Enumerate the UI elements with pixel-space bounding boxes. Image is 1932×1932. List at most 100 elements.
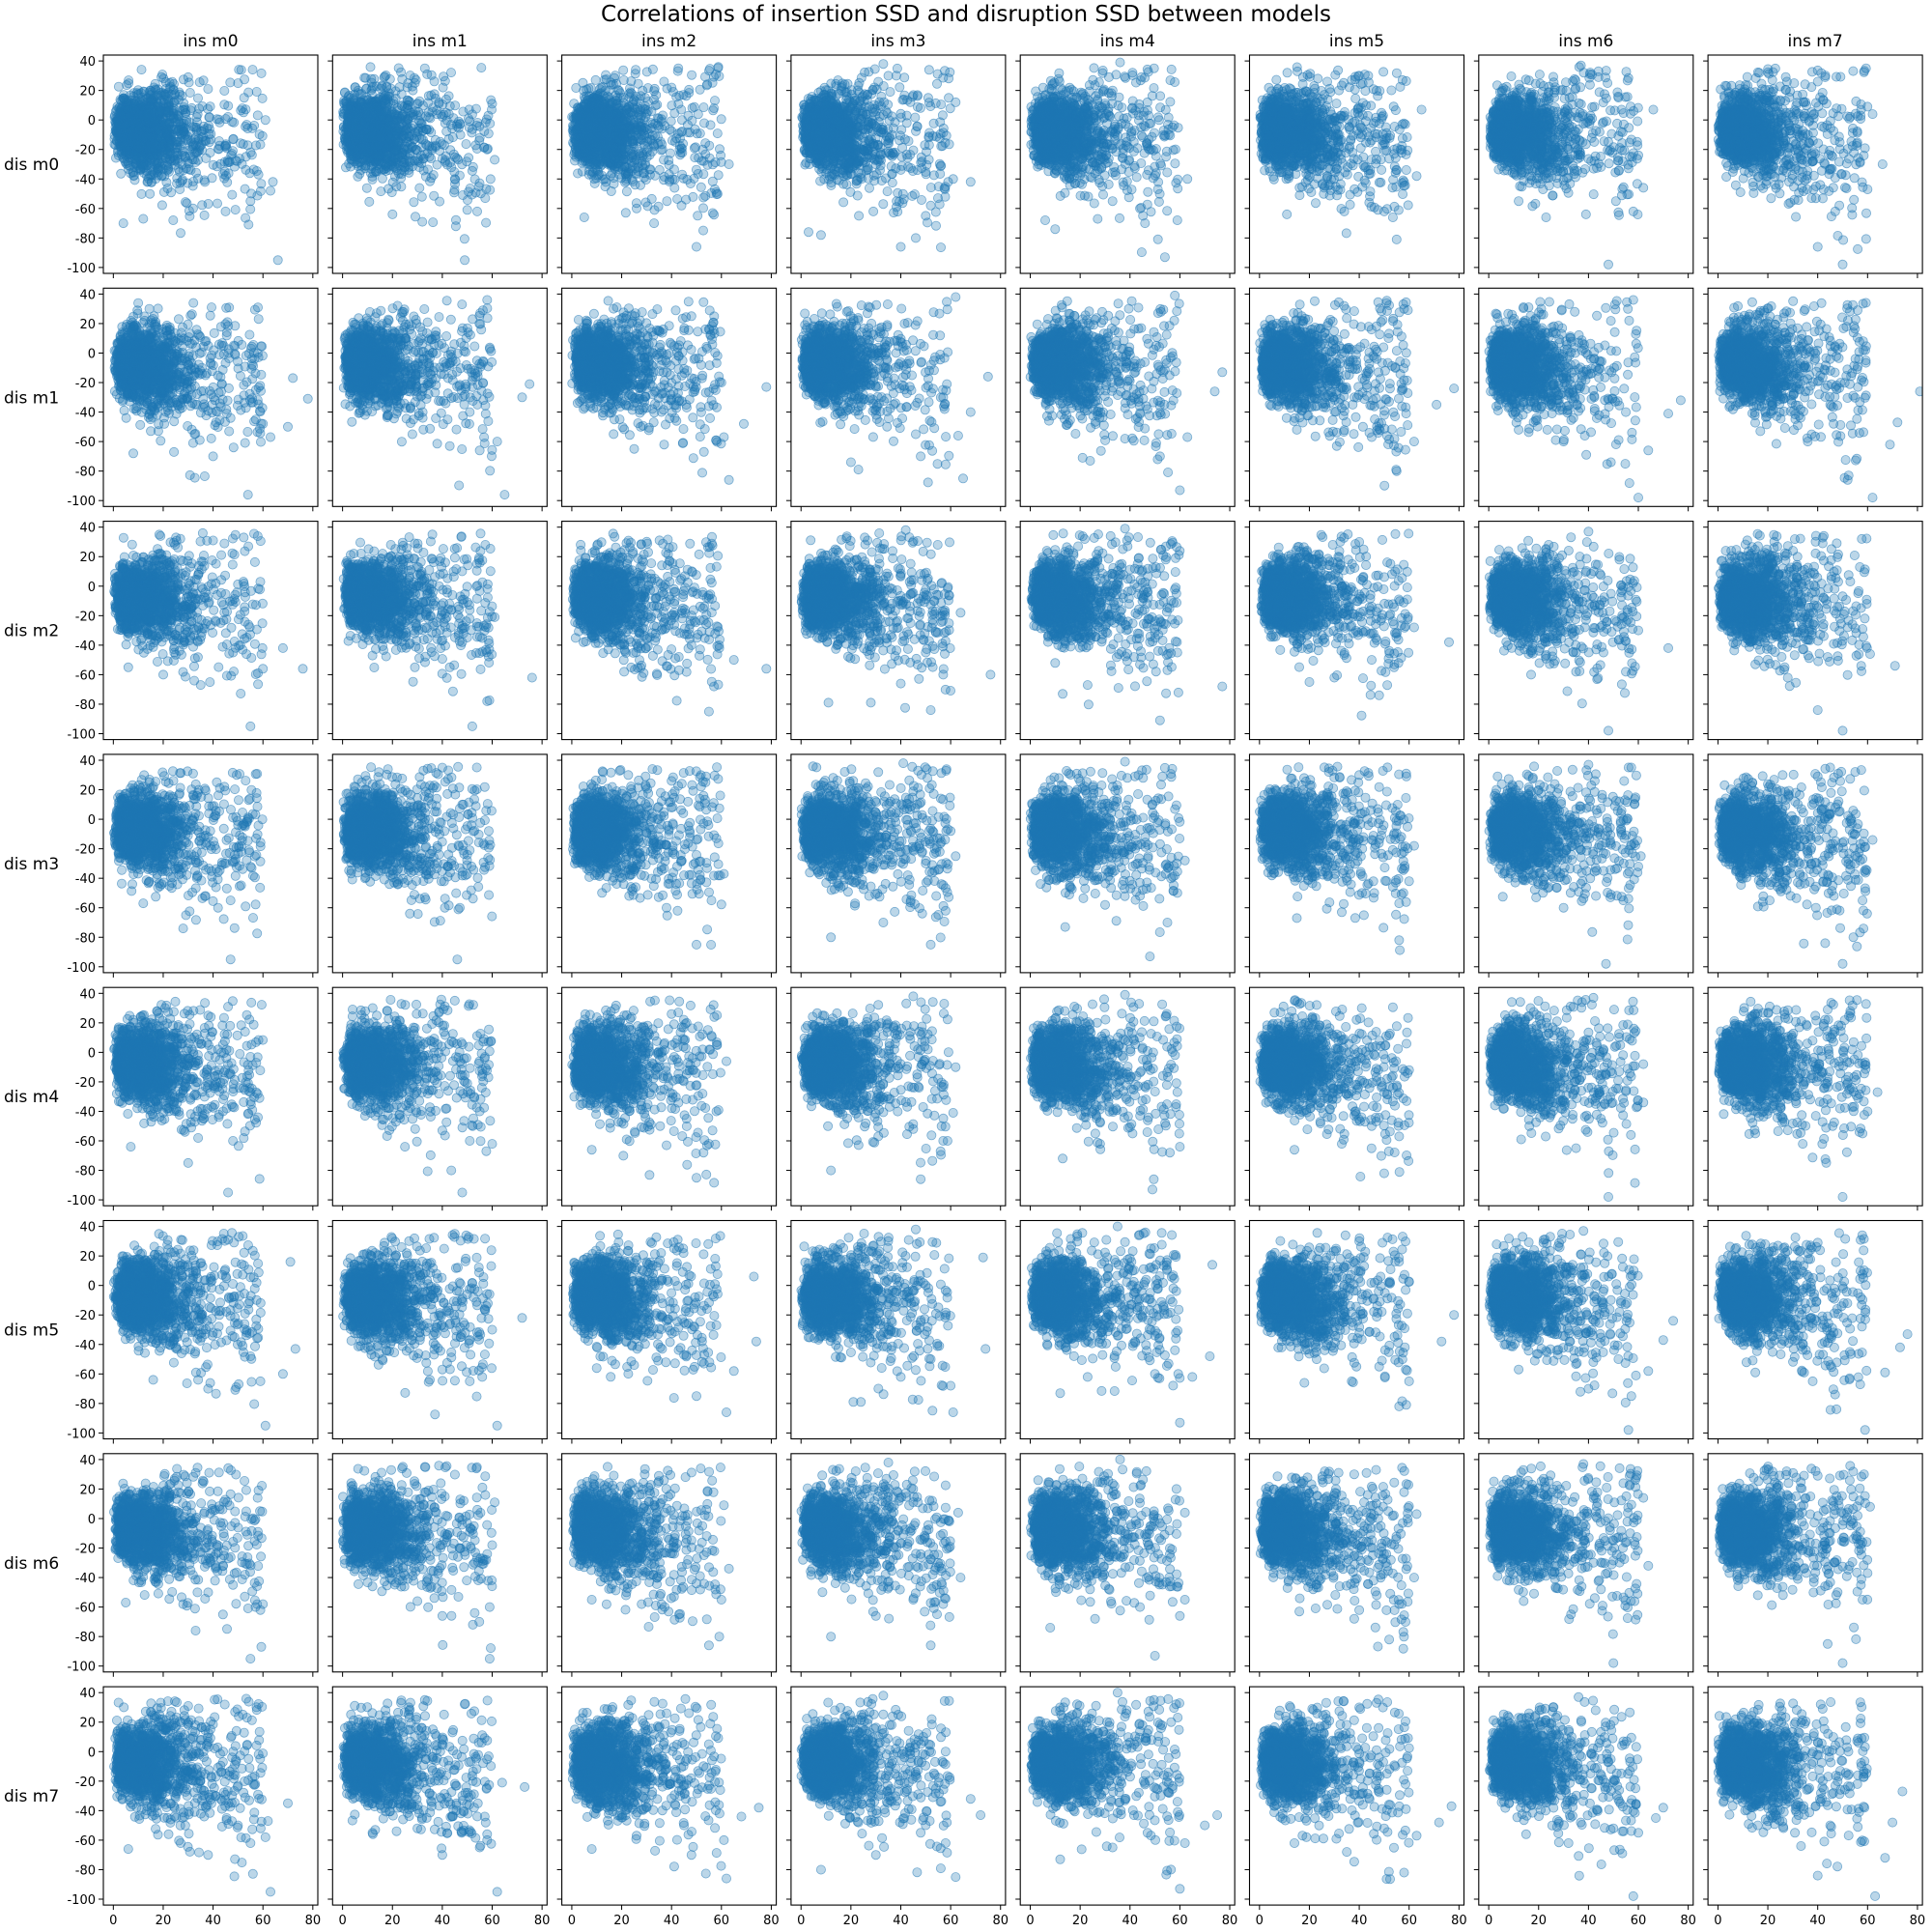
- data-point: [677, 105, 686, 114]
- data-point: [251, 141, 260, 150]
- data-point: [696, 183, 705, 191]
- data-point: [619, 93, 628, 101]
- y-tick-label: -80: [75, 232, 96, 246]
- data-point: [258, 94, 267, 102]
- data-point: [362, 93, 371, 101]
- data-point: [692, 242, 700, 251]
- column-title: ins m4: [1100, 32, 1155, 51]
- data-point: [220, 100, 229, 109]
- data-point: [698, 204, 707, 213]
- data-point: [368, 134, 377, 143]
- data-point: [724, 159, 733, 168]
- data-point: [403, 145, 412, 154]
- data-point: [488, 99, 497, 108]
- y-tick-label: 0: [88, 114, 96, 128]
- data-point: [169, 125, 178, 133]
- data-point: [642, 109, 651, 118]
- data-point: [248, 66, 257, 74]
- data-point: [462, 140, 470, 149]
- data-point: [380, 73, 388, 82]
- data-point: [161, 133, 170, 142]
- data-point: [200, 176, 209, 185]
- data-point: [114, 82, 123, 91]
- data-point: [468, 166, 476, 175]
- data-point: [397, 90, 406, 99]
- data-point: [607, 186, 615, 195]
- data-point: [621, 209, 630, 217]
- data-point: [124, 104, 132, 113]
- data-point: [676, 148, 685, 156]
- data-point: [237, 66, 245, 74]
- data-point: [165, 84, 174, 93]
- data-point: [198, 101, 207, 110]
- data-point: [181, 152, 189, 160]
- data-point: [169, 215, 178, 224]
- data-point: [638, 161, 646, 170]
- data-point: [184, 72, 192, 81]
- data-point: [140, 87, 149, 96]
- data-point: [477, 64, 486, 72]
- chart-title: Correlations of insertion SSD and disrup…: [601, 2, 1331, 27]
- data-point: [644, 129, 653, 138]
- data-point: [256, 186, 265, 195]
- data-point: [266, 186, 274, 195]
- subplot: [786, 55, 1006, 278]
- data-point: [116, 96, 125, 104]
- column-title: ins m2: [641, 32, 696, 51]
- data-point: [578, 167, 586, 176]
- data-point: [430, 191, 439, 200]
- data-point: [439, 100, 447, 109]
- data-point: [388, 210, 397, 218]
- data-point: [446, 69, 455, 77]
- data-point: [223, 156, 232, 165]
- data-point: [378, 82, 386, 91]
- row-title: dis m7: [4, 1787, 59, 1806]
- data-point: [606, 125, 614, 133]
- row-title: dis m5: [4, 1321, 59, 1341]
- data-point: [261, 116, 270, 125]
- data-point: [640, 94, 649, 102]
- data-point: [699, 103, 708, 112]
- data-point: [569, 113, 578, 122]
- data-point: [698, 226, 707, 235]
- data-point: [619, 131, 628, 140]
- data-point: [366, 63, 375, 71]
- data-point: [221, 207, 230, 215]
- data-point: [638, 135, 646, 144]
- data-point: [690, 102, 698, 111]
- data-point: [652, 91, 661, 99]
- column-title: ins m5: [1329, 32, 1384, 51]
- data-point: [642, 153, 651, 161]
- data-point: [157, 72, 166, 81]
- data-point: [692, 143, 700, 152]
- column-title: ins m6: [1558, 32, 1613, 51]
- data-point: [131, 155, 140, 163]
- data-point: [387, 108, 396, 117]
- data-point: [180, 103, 188, 112]
- data-point: [218, 170, 227, 179]
- data-point: [607, 78, 615, 87]
- data-point: [572, 83, 581, 92]
- data-point: [486, 175, 495, 184]
- data-point: [243, 124, 252, 132]
- column-title: ins m3: [870, 32, 925, 51]
- point-cloud: [568, 63, 734, 251]
- data-point: [702, 81, 711, 90]
- data-point: [463, 206, 471, 214]
- data-point: [125, 164, 133, 173]
- data-point: [387, 188, 396, 197]
- data-point: [622, 187, 631, 196]
- data-point: [650, 219, 659, 228]
- data-point: [678, 170, 687, 179]
- data-point: [354, 109, 362, 118]
- data-point: [221, 141, 230, 150]
- data-point: [447, 163, 456, 172]
- data-point: [246, 205, 255, 213]
- data-point: [631, 181, 639, 189]
- data-point: [605, 139, 613, 148]
- data-point: [900, 73, 909, 82]
- data-point: [365, 197, 374, 206]
- data-point: [342, 101, 351, 110]
- data-point: [246, 197, 255, 206]
